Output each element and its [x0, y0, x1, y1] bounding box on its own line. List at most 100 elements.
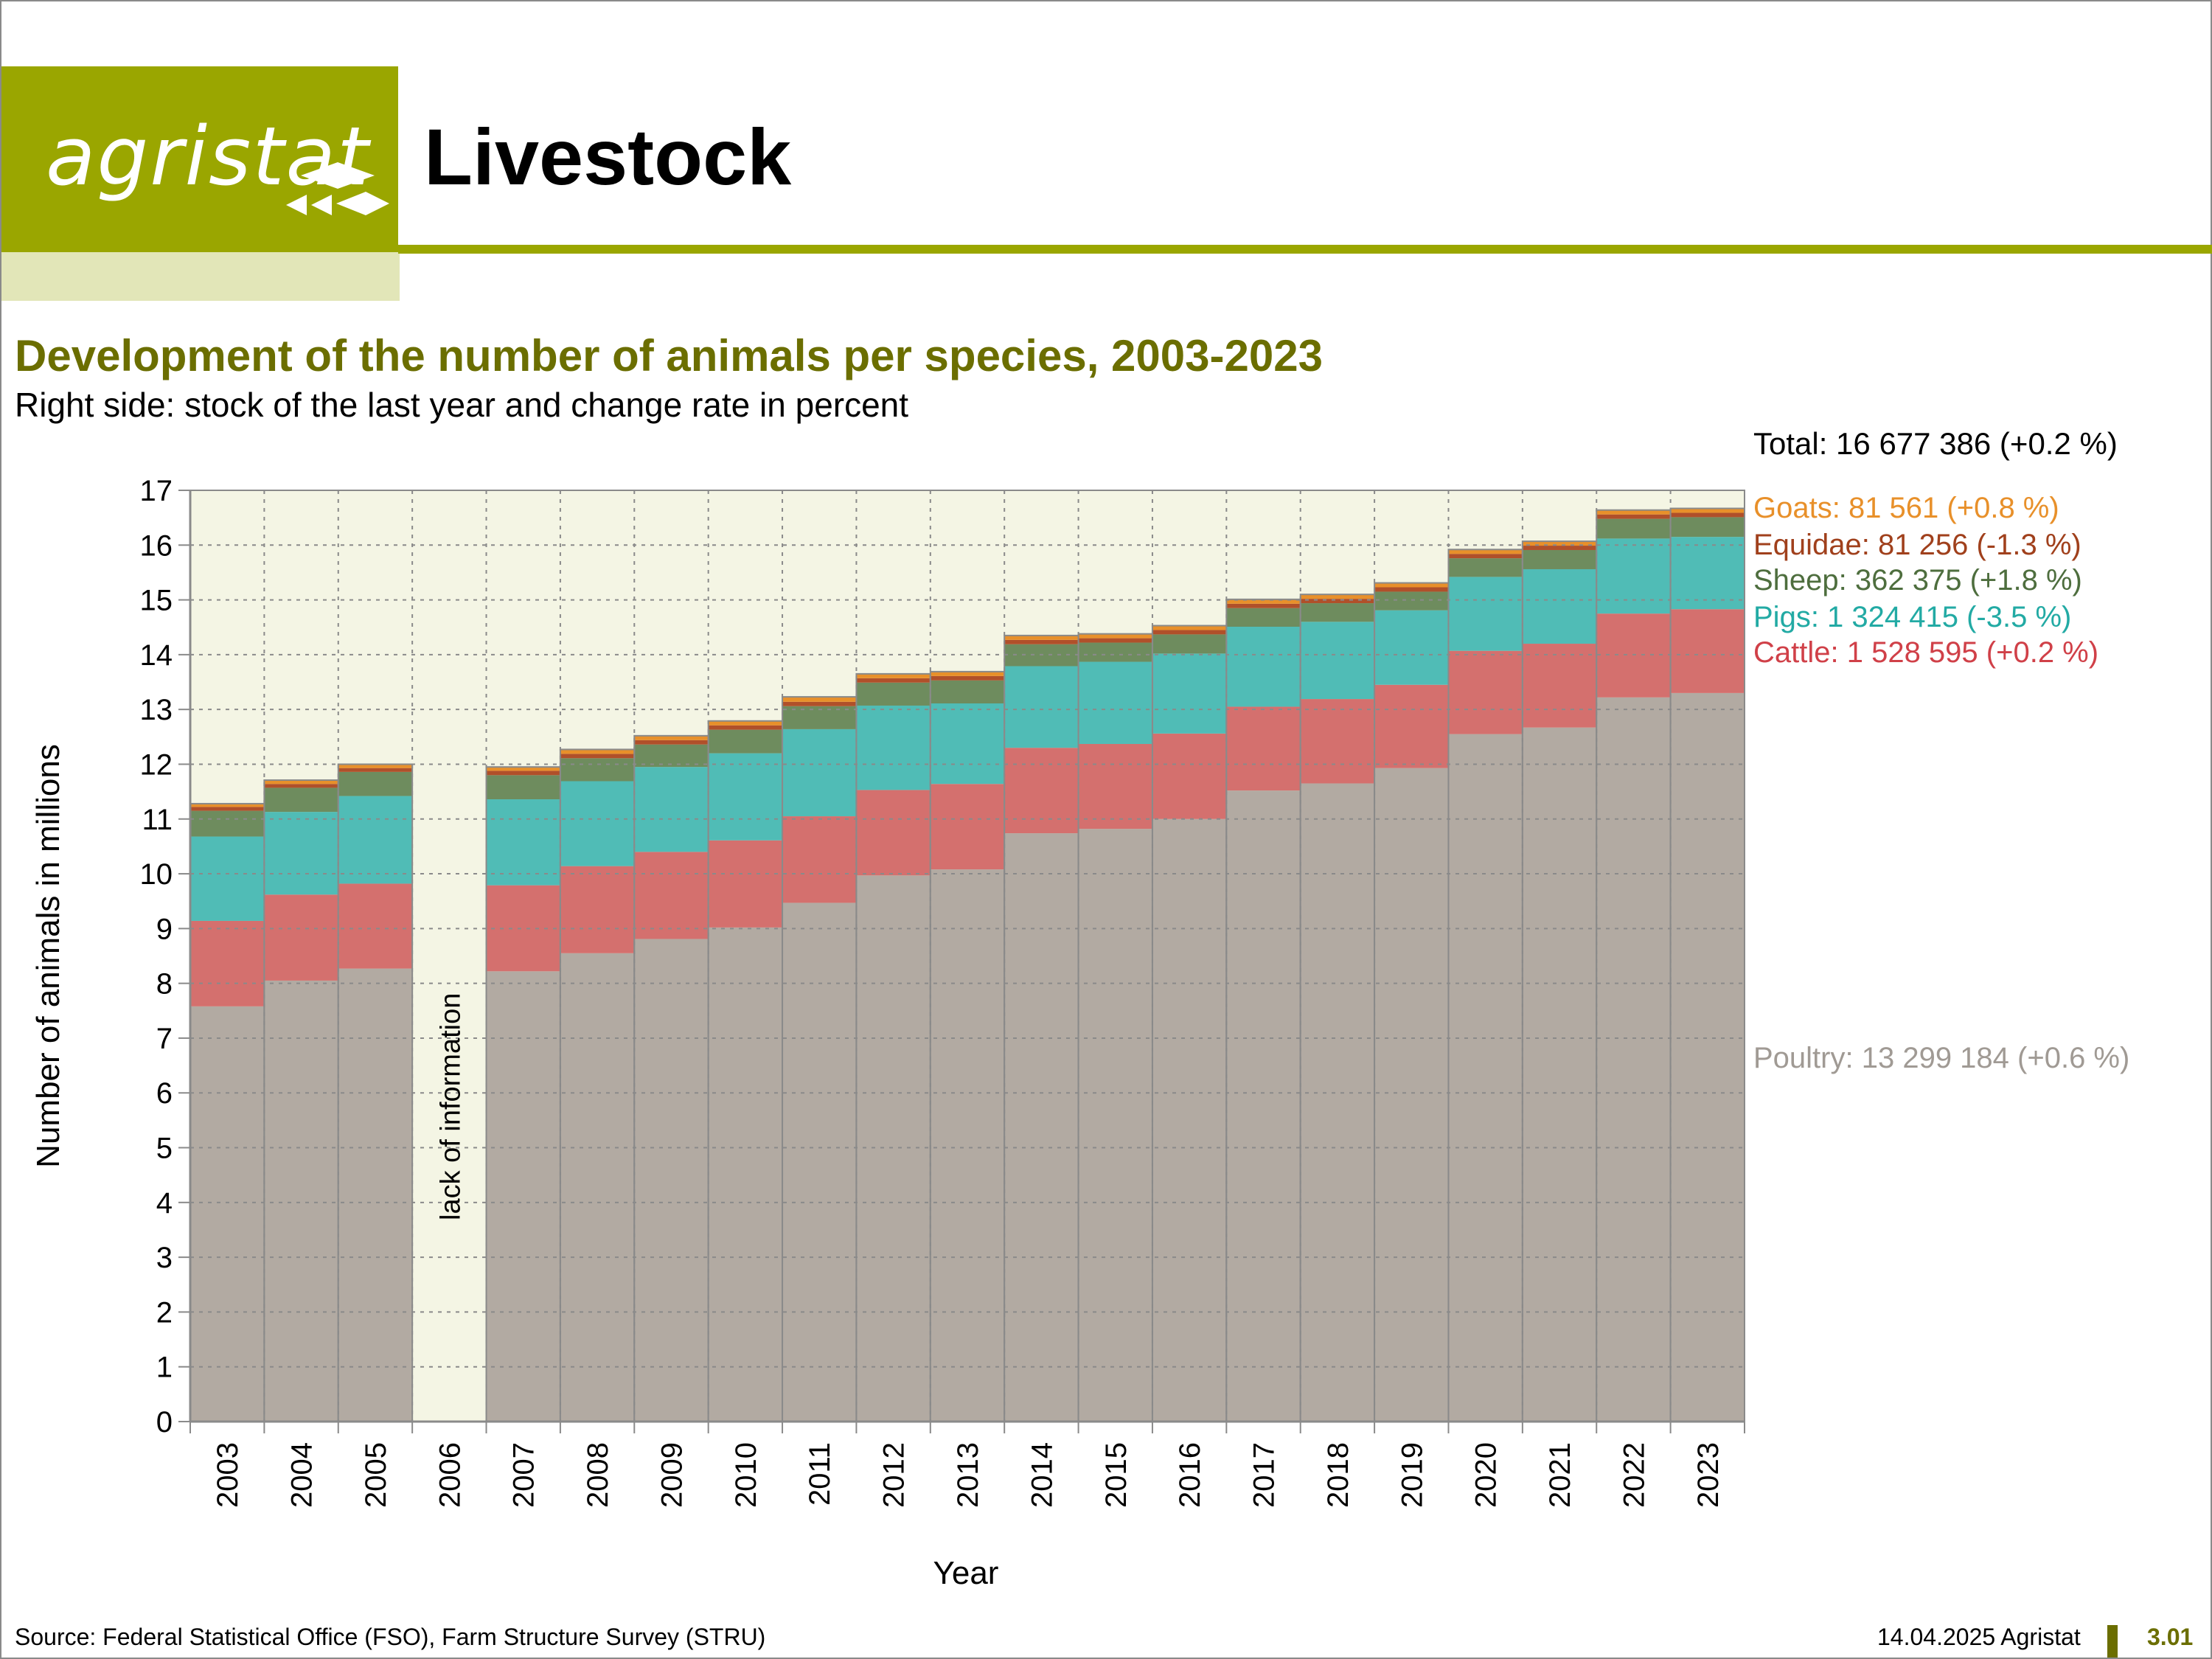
bar-pigs-2019 — [1374, 610, 1449, 685]
bar-poultry-2008 — [560, 953, 635, 1422]
y-tick-label: 3 — [156, 1242, 173, 1274]
page-title: Livestock — [424, 112, 792, 201]
bar-pigs-2015 — [1078, 661, 1152, 744]
bar-goats-2004 — [264, 780, 338, 785]
x-tick-label: 2016 — [1174, 1442, 1206, 1508]
y-axis-title: Number of animals in millions — [30, 744, 66, 1168]
y-tick-label: 8 — [156, 968, 173, 1001]
bar-equidae-2015 — [1078, 638, 1152, 643]
footer-divider — [2107, 1625, 2118, 1658]
x-tick-label: 2019 — [1396, 1442, 1428, 1508]
y-tick-label: 0 — [156, 1406, 173, 1439]
bar-pigs-2020 — [1448, 577, 1523, 651]
x-tick-label: 2008 — [582, 1442, 614, 1508]
x-tick-label: 2012 — [878, 1442, 911, 1508]
bar-goats-2022 — [1596, 509, 1671, 515]
bar-poultry-2018 — [1300, 783, 1375, 1422]
bar-cattle-2019 — [1374, 684, 1449, 768]
bar-goats-2015 — [1078, 633, 1152, 639]
y-tick-label: 2 — [156, 1296, 173, 1329]
bar-poultry-2013 — [930, 869, 1005, 1422]
bar-goats-2016 — [1152, 625, 1227, 630]
bar-poultry-2004 — [264, 980, 338, 1422]
bar-sheep-2020 — [1448, 558, 1523, 577]
bar-equidae-2011 — [782, 701, 857, 706]
bar-sheep-2018 — [1300, 603, 1375, 622]
source-note: Source: Federal Statistical Office (FSO)… — [15, 1624, 766, 1650]
bar-poultry-2021 — [1522, 727, 1597, 1422]
bar-pigs-2011 — [782, 728, 857, 817]
y-tick-label: 4 — [156, 1187, 173, 1220]
bar-pigs-2014 — [1004, 666, 1079, 748]
y-tick-label: 1 — [156, 1352, 173, 1384]
bar-cattle-2009 — [634, 852, 709, 939]
footer-date: 14.04.2025 Agristat — [1877, 1624, 2081, 1650]
bar-poultry-2012 — [856, 875, 931, 1422]
x-tick-label: 2013 — [952, 1442, 984, 1508]
agristat-logo-mark-icon — [286, 162, 389, 215]
bar-cattle-2023 — [1670, 609, 1745, 693]
bar-poultry-2010 — [708, 927, 783, 1422]
bar-pigs-2018 — [1300, 622, 1375, 700]
y-tick-label: 17 — [140, 475, 173, 507]
bar-goats-2005 — [338, 764, 413, 768]
bar-goats-2013 — [930, 671, 1005, 676]
bar-sheep-2009 — [634, 744, 709, 768]
bar-poultry-2011 — [782, 902, 857, 1422]
bar-equidae-2019 — [1374, 587, 1449, 592]
bar-cattle-2013 — [930, 784, 1005, 870]
bar-goats-2020 — [1448, 549, 1523, 554]
x-tick-label: 2003 — [212, 1442, 244, 1508]
series-label-poultry: Poultry: 13 299 184 (+0.6 %) — [1753, 1042, 2129, 1074]
bar-equidae-2008 — [560, 754, 635, 759]
bar-sheep-2012 — [856, 682, 931, 706]
x-axis-title: Year — [933, 1555, 999, 1591]
bar-pigs-2004 — [264, 812, 338, 895]
x-tick-label: 2004 — [286, 1442, 319, 1508]
bar-equidae-2016 — [1152, 630, 1227, 635]
bar-sheep-2010 — [708, 729, 783, 754]
y-tick-label: 16 — [140, 529, 173, 562]
x-tick-label: 2022 — [1618, 1442, 1650, 1508]
y-tick-label: 9 — [156, 913, 173, 945]
bar-pigs-2013 — [930, 703, 1005, 785]
x-tick-label: 2021 — [1544, 1442, 1576, 1508]
bar-poultry-2005 — [338, 968, 413, 1422]
bar-poultry-2014 — [1004, 833, 1079, 1422]
bar-poultry-2003 — [190, 1006, 265, 1422]
series-label-goats: Goats: 81 561 (+0.8 %) — [1753, 492, 2059, 524]
series-label-sheep: Sheep: 362 375 (+1.8 %) — [1753, 564, 2082, 597]
bar-cattle-2010 — [708, 840, 783, 928]
bar-equidae-2018 — [1300, 599, 1375, 604]
bar-cattle-2004 — [264, 894, 338, 981]
bar-sheep-2015 — [1078, 642, 1152, 662]
bar-poultry-2009 — [634, 939, 709, 1422]
bar-equidae-2017 — [1226, 603, 1301, 608]
bar-goats-2019 — [1374, 582, 1449, 588]
bar-sheep-2019 — [1374, 591, 1449, 611]
bar-goats-2017 — [1226, 599, 1301, 604]
bar-pigs-2022 — [1596, 538, 1671, 614]
bar-goats-2007 — [486, 767, 560, 771]
bar-poultry-2022 — [1596, 697, 1671, 1422]
header-rule — [398, 245, 2212, 254]
bar-equidae-2022 — [1596, 514, 1671, 519]
bar-goats-2008 — [560, 749, 635, 754]
x-tick-label: 2010 — [730, 1442, 762, 1508]
bar-sheep-2008 — [560, 758, 635, 782]
bar-goats-2014 — [1004, 635, 1079, 640]
bar-goats-2012 — [856, 673, 931, 678]
bar-equidae-2005 — [338, 768, 413, 772]
bar-equidae-2003 — [190, 807, 265, 811]
series-label-equidae: Equidae: 81 256 (-1.3 %) — [1753, 529, 2081, 561]
total-label: Total: 16 677 386 (+0.2 %) — [1753, 426, 2118, 461]
page-number: 3.01 — [2147, 1624, 2194, 1650]
bar-goats-2009 — [634, 735, 709, 740]
bar-sheep-2004 — [264, 787, 338, 813]
bar-pigs-2021 — [1522, 568, 1597, 644]
bar-pigs-2010 — [708, 753, 783, 841]
bar-pigs-2009 — [634, 767, 709, 852]
y-tick-label: 15 — [140, 585, 173, 617]
bar-goats-2021 — [1522, 541, 1597, 546]
